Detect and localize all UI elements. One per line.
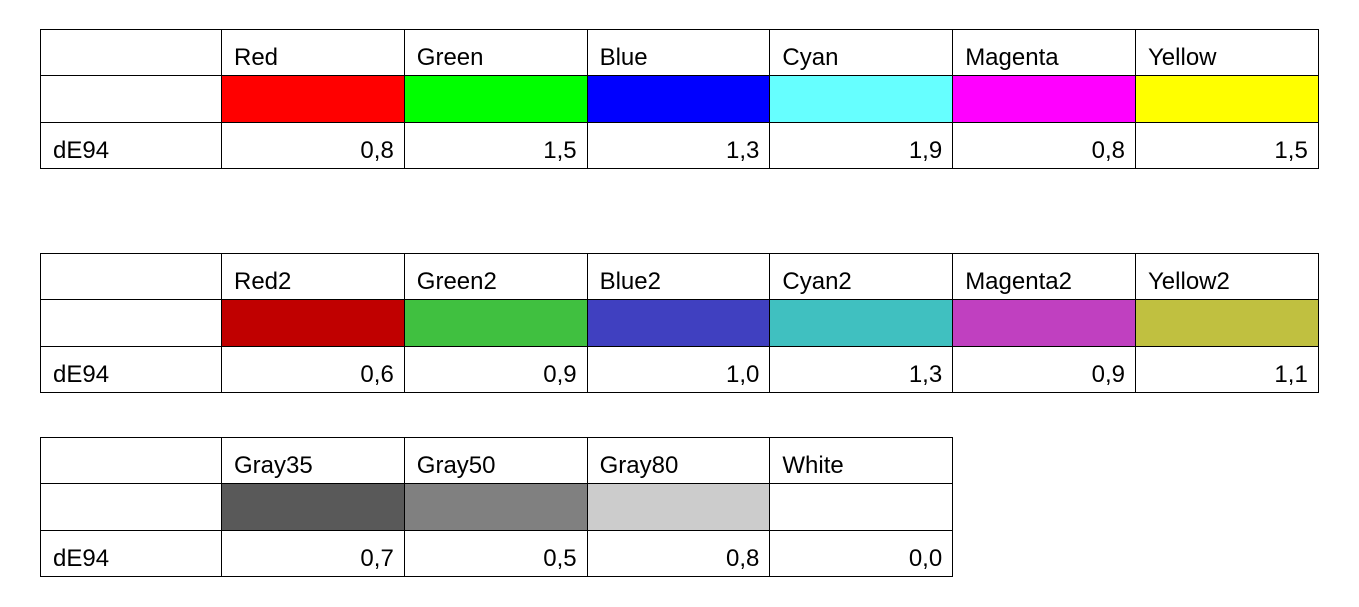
empty-cell <box>41 300 222 347</box>
de94-value: 1,1 <box>1136 346 1319 394</box>
color-swatch <box>404 76 588 123</box>
de94-value: 0,6 <box>222 346 405 394</box>
color-swatch <box>770 76 954 123</box>
color-swatch <box>953 76 1136 123</box>
de94-value: 0,8 <box>953 122 1136 170</box>
color-swatch <box>587 484 771 531</box>
empty-cell <box>41 76 222 123</box>
color-swatch <box>404 300 588 347</box>
color-name: Gray50 <box>404 438 588 485</box>
de94-value: 0,8 <box>222 122 405 170</box>
color-name: Green <box>404 30 588 77</box>
color-name: Magenta <box>953 30 1136 77</box>
row-label: dE94 <box>41 346 222 394</box>
color-swatch <box>1136 300 1319 347</box>
de94-value: 1,3 <box>587 122 771 170</box>
color-swatch <box>587 300 771 347</box>
color-swatch <box>953 300 1136 347</box>
color-name: Green2 <box>404 254 588 301</box>
de94-value: 1,5 <box>404 122 588 170</box>
corner-cell <box>41 438 222 485</box>
color-swatch <box>770 300 954 347</box>
color-name: Blue2 <box>587 254 771 301</box>
row-label: dE94 <box>41 122 222 170</box>
empty-cell <box>41 484 222 531</box>
de94-value: 1,3 <box>770 346 954 394</box>
color-name: Red2 <box>222 254 405 301</box>
color-name: Yellow <box>1136 30 1319 77</box>
color-table: dE94 Red 0,8 Green 1,5 Blue 1,3 Cyan 1,9 Magenta 0… <box>40 29 1319 170</box>
color-swatch <box>222 484 405 531</box>
de94-value: 1,5 <box>1136 122 1319 170</box>
color-swatch <box>404 484 588 531</box>
color-name: White <box>770 438 954 485</box>
color-name: Blue <box>587 30 771 77</box>
de94-value: 0,0 <box>770 530 954 578</box>
color-name: Gray80 <box>587 438 771 485</box>
color-swatch <box>587 76 771 123</box>
de94-value: 1,0 <box>587 346 771 394</box>
color-table: dE94 Red2 0,6 Green2 0,9 Blue2 1,0 Cyan2 1,3 Mage… <box>40 253 1319 394</box>
color-swatch <box>222 300 405 347</box>
color-swatch <box>770 484 954 531</box>
color-table: dE94 Gray35 0,7 Gray50 0,5 Gray80 0,8 White 0,0 <box>40 437 954 578</box>
color-name: Yellow2 <box>1136 254 1319 301</box>
color-swatch <box>1136 76 1319 123</box>
de94-value: 0,9 <box>404 346 588 394</box>
de94-value: 0,7 <box>222 530 405 578</box>
color-name: Magenta2 <box>953 254 1136 301</box>
corner-cell <box>41 30 222 77</box>
color-name: Cyan2 <box>770 254 954 301</box>
de94-value: 0,9 <box>953 346 1136 394</box>
color-swatch <box>222 76 405 123</box>
color-name: Cyan <box>770 30 954 77</box>
row-label: dE94 <box>41 530 222 578</box>
de94-value: 1,9 <box>770 122 954 170</box>
color-name: Red <box>222 30 405 77</box>
color-name: Gray35 <box>222 438 405 485</box>
de94-value: 0,5 <box>404 530 588 578</box>
de94-value: 0,8 <box>587 530 771 578</box>
corner-cell <box>41 254 222 301</box>
